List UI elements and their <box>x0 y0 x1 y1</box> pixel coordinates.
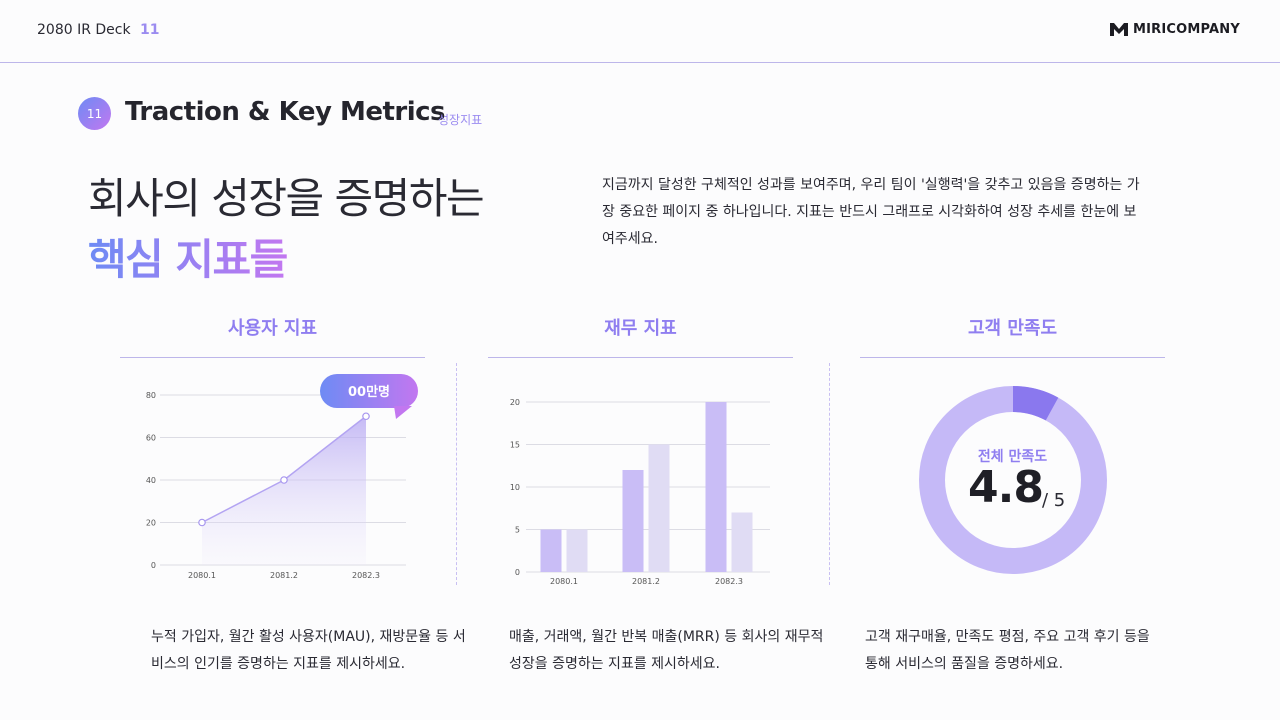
x-tick-label: 2082.3 <box>715 577 743 586</box>
y-tick-label: 0 <box>151 561 156 570</box>
user-metrics-title: 사용자 지표 <box>227 318 318 339</box>
x-tick-label: 2081.2 <box>632 577 660 586</box>
divider-line <box>488 357 793 358</box>
y-tick-label: 10 <box>510 483 520 492</box>
column-separator <box>456 363 457 585</box>
y-tick-label: 15 <box>510 441 520 450</box>
brand-mark-icon <box>1109 23 1128 36</box>
x-tick-label: 2080.1 <box>188 571 216 580</box>
column-separator <box>829 363 830 585</box>
finance-metrics-chart: 0 5 10 15 20 2080.1 2081.2 2082.3 <box>510 398 770 586</box>
callout-bubble <box>320 374 418 408</box>
y-tick-label: 0 <box>515 568 520 577</box>
x-tick-label: 2080.1 <box>550 577 578 586</box>
y-tick-label: 20 <box>146 519 156 528</box>
data-point <box>198 518 206 527</box>
y-tick-label: 20 <box>510 398 520 407</box>
donut-label: 전체 만족도 <box>977 449 1048 465</box>
top-bar: 2080 IR Deck 11 MIRICOMPANY <box>0 0 1280 63</box>
y-tick-label: 80 <box>146 391 156 400</box>
section-subtitle: 성장지표 <box>438 113 483 127</box>
section-number-badge: 11 <box>78 97 111 130</box>
user-metrics-chart: 0 20 40 60 80 2080.1 2081.2 2082.3 00만명 <box>146 374 418 580</box>
bar <box>731 512 753 572</box>
brand-name: MIRICOMPANY <box>1132 22 1240 37</box>
deck-name: 2080 IR Deck <box>37 22 131 38</box>
bar <box>566 529 588 572</box>
headline-line-1: 회사의 성장을 증명하는 <box>88 174 485 223</box>
donut-max: / 5 <box>1042 490 1066 511</box>
brand-logo: MIRICOMPANY <box>1109 22 1240 37</box>
satisfaction-donut-chart <box>919 386 1107 574</box>
callout-tail <box>394 406 412 419</box>
x-tick-label: 2082.3 <box>352 571 380 580</box>
bar <box>705 402 727 572</box>
headline-line-2: 핵심 지표들 <box>88 226 288 287</box>
finance-metrics-description: 매출, 거래액, 월간 반복 매출(MRR) 등 회사의 재무적 성장을 증명하… <box>509 629 824 672</box>
user-metrics-description: 누적 가입자, 월간 활성 사용자(MAU), 재방문율 등 서비스의 인기를 … <box>151 629 466 672</box>
y-tick-label: 40 <box>146 476 156 485</box>
intro-text: 지금까지 달성한 구체적인 성과를 보여주며, 우리 팀이 '실행력'을 갖추고… <box>602 177 1140 247</box>
y-tick-label: 5 <box>515 526 520 535</box>
callout-label: 00만명 <box>348 384 390 400</box>
bar <box>648 444 670 572</box>
satisfaction-description: 고객 재구매율, 만족도 평점, 주요 고객 후기 등을 통해 서비스의 품질을… <box>865 629 1150 672</box>
y-tick-label: 60 <box>146 434 156 443</box>
bar <box>622 470 644 572</box>
donut-score: 4.8 <box>968 462 1044 513</box>
finance-metrics-title: 재무 지표 <box>604 318 677 339</box>
donut-segment <box>919 386 1107 574</box>
bar <box>540 529 562 572</box>
x-tick-label: 2081.2 <box>270 571 298 580</box>
data-point <box>362 412 370 421</box>
page-number: 11 <box>140 22 160 38</box>
section-title: Traction & Key Metrics <box>125 97 446 127</box>
divider-line <box>860 357 1165 358</box>
data-point <box>280 476 288 484</box>
satisfaction-title: 고객 만족도 <box>967 318 1058 339</box>
divider-line <box>120 357 425 358</box>
area-fill <box>202 416 366 565</box>
